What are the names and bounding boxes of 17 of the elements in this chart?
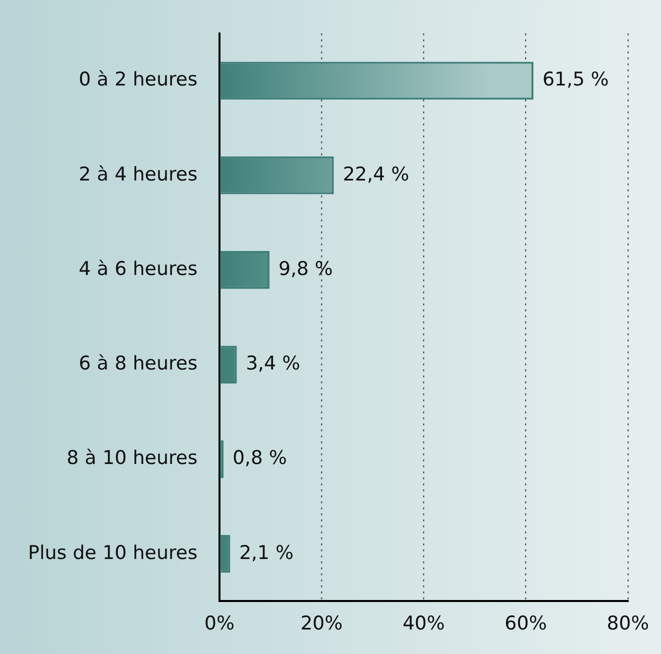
x-tick-label: 20% [300, 612, 343, 635]
x-tick-label: 60% [504, 612, 547, 635]
x-tick-label: 0% [204, 612, 235, 635]
x-tick-label: 80% [606, 612, 649, 635]
y-tick-label: 4 à 6 heures [78, 258, 198, 280]
data-label: 9,8 % [278, 258, 333, 280]
data-label: 0,8 % [232, 447, 287, 470]
y-tick-label: 6 à 8 heures [78, 352, 198, 375]
data-label: 2,1 % [239, 542, 294, 564]
y-tick-label: 2 à 4 heures [78, 163, 198, 186]
data-label: 3,4 % [246, 352, 300, 375]
y-tick-label: Plus de 10 heures [28, 542, 198, 564]
y-tick-label: 0 à 2 heures [78, 68, 198, 91]
x-tick-label: 40% [402, 612, 445, 635]
data-label: 61,5 % [542, 68, 609, 91]
y-tick-label: 8 à 10 heures [66, 447, 198, 470]
data-label: 22,4 % [342, 163, 410, 186]
